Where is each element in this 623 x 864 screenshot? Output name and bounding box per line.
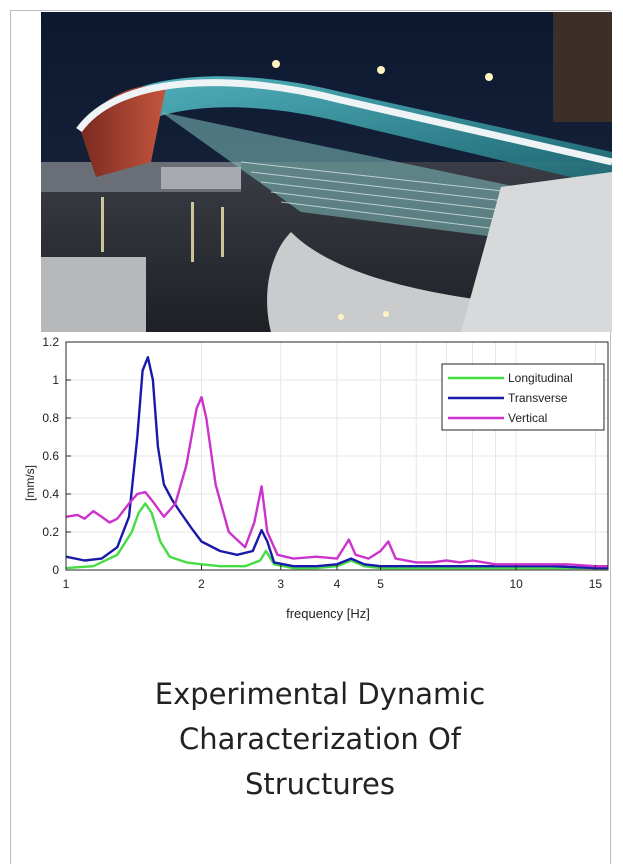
x-tick-label: 2 xyxy=(198,577,205,591)
legend-label: Vertical xyxy=(508,411,547,425)
series-line-longitudinal xyxy=(65,502,608,570)
series-line-vertical xyxy=(65,395,608,568)
bridge-illustration xyxy=(41,12,612,332)
title-line-2: Characterization Of xyxy=(178,722,462,756)
page-title: Experimental Dynamic Characterization Of… xyxy=(40,672,600,807)
title-line-3: Structures xyxy=(244,767,395,801)
axes: 1 2 3 4 5 10 15 0 0.2 0.4 0.6 0.8 1 1.2 xyxy=(42,335,609,591)
x-axis-label: frequency [Hz] xyxy=(286,606,370,621)
footer-divider xyxy=(275,836,420,846)
series-lines xyxy=(65,356,608,570)
legend: Longitudinal Transverse Vertical xyxy=(441,363,605,431)
y-tick-label: 0 xyxy=(52,563,59,577)
y-tick-label: 1.2 xyxy=(42,335,59,349)
y-tick-label: 1 xyxy=(52,373,59,387)
x-tick-label: 4 xyxy=(334,577,341,591)
frequency-response-chart: 1 2 3 4 5 10 15 0 0.2 0.4 0.6 0.8 1 1.2 Longitudinal T… xyxy=(12,334,612,628)
x-tick-label: 1 xyxy=(63,577,70,591)
y-tick-label: 0.8 xyxy=(42,411,59,425)
x-tick-label: 15 xyxy=(589,577,603,591)
y-tick-label: 0.6 xyxy=(42,449,59,463)
x-tick-label: 10 xyxy=(509,577,523,591)
title-line-1: Experimental Dynamic xyxy=(154,677,486,711)
bridge-photo xyxy=(41,12,612,332)
x-tick-label: 5 xyxy=(377,577,384,591)
y-axis-label: [mm/s] xyxy=(23,465,37,501)
y-tick-label: 0.2 xyxy=(42,525,59,539)
legend-label: Transverse xyxy=(508,391,568,405)
x-tick-label: 3 xyxy=(277,577,284,591)
chart-svg: 1 2 3 4 5 10 15 0 0.2 0.4 0.6 0.8 1 1.2 Longitudinal T… xyxy=(23,335,609,621)
legend-label: Longitudinal xyxy=(508,371,573,385)
series-line-transverse xyxy=(65,356,608,570)
y-tick-label: 0.4 xyxy=(42,487,59,501)
